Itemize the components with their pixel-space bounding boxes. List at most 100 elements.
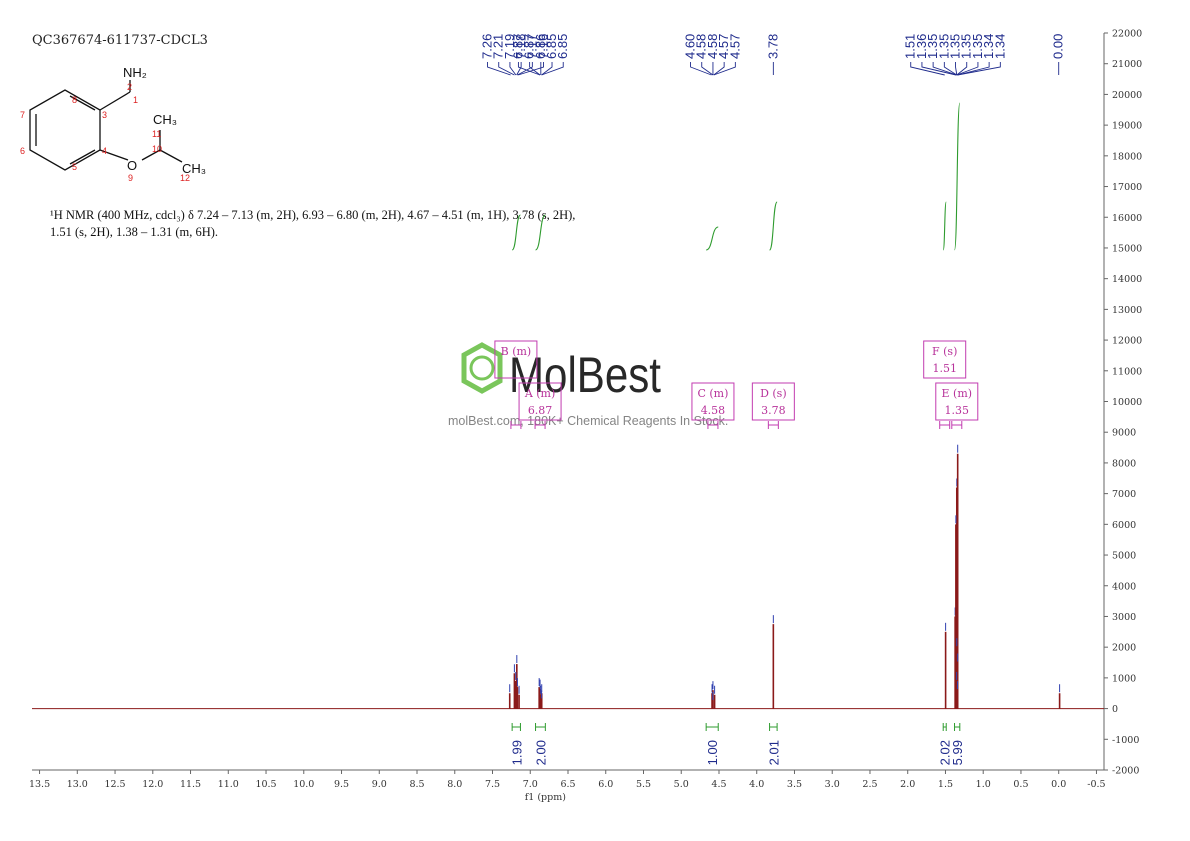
x-tick-label: 1.5 bbox=[938, 779, 953, 790]
x-tick-label: 2.5 bbox=[862, 779, 877, 790]
peak-label-leader bbox=[957, 62, 1001, 76]
multiplet-box bbox=[691, 382, 735, 421]
nmr-description-line-1: ¹H NMR (400 MHz, cdcl₃) δ 7.24 – 7.13 (m… bbox=[50, 208, 576, 222]
spectrum-trace bbox=[32, 444, 1104, 710]
peak-label: 4.57 bbox=[727, 34, 742, 59]
atom-num-2: 2 bbox=[127, 82, 132, 92]
peak-label-leader bbox=[509, 62, 517, 76]
y-tick-label: 2000 bbox=[1112, 643, 1136, 654]
multiplet-box bbox=[494, 340, 538, 379]
peak-label-leader bbox=[529, 62, 541, 76]
peak-label: 1.35 bbox=[970, 34, 985, 59]
watermark-tagline: molBest.com, 180K+ Chemical Reagents In … bbox=[448, 414, 728, 428]
multiplet-boxes: B (m) A (m) 6.87 C (m) 4.58 D (s) 3.78 F (s) 1.5… bbox=[494, 340, 979, 429]
x-tick-label: 6.5 bbox=[560, 779, 575, 790]
nmr-description: ¹H NMR (400 MHz, cdcl₃) δ 7.24 – 7.13 (m… bbox=[50, 207, 650, 241]
x-tick-label: 5.5 bbox=[636, 779, 651, 790]
peak-label: 7.21 bbox=[491, 34, 506, 59]
y-tick-label: 22000 bbox=[1112, 29, 1142, 40]
peak-labels: 7.267.217.197.187.177.166.876.876.866.85… bbox=[480, 34, 1066, 76]
integral-curve bbox=[535, 214, 546, 251]
y-tick-label: 18000 bbox=[1112, 151, 1142, 162]
x-tick-label: 12.5 bbox=[104, 779, 125, 790]
x-tick-label: 0.5 bbox=[1013, 779, 1028, 790]
peak-label-leader bbox=[956, 62, 979, 76]
x-tick-label: 3.0 bbox=[825, 779, 840, 790]
integration-value: 1.00 bbox=[705, 740, 720, 765]
peak-label-leader bbox=[517, 62, 541, 76]
x-tick-label: -0.5 bbox=[1087, 779, 1105, 790]
x-tick-label: 3.5 bbox=[787, 779, 802, 790]
y-tick-label: 1000 bbox=[1112, 673, 1136, 684]
y-tick-label: 17000 bbox=[1112, 182, 1142, 193]
y-tick-label: 15000 bbox=[1112, 243, 1142, 254]
y-tick-label: -1000 bbox=[1112, 735, 1139, 746]
peak-label-leader bbox=[541, 62, 564, 76]
atom-o: O bbox=[127, 158, 137, 173]
peak-label: 1.35 bbox=[948, 34, 963, 59]
x-tick-label: 7.5 bbox=[485, 779, 500, 790]
y-tick-label: 20000 bbox=[1112, 90, 1142, 101]
integral-curve bbox=[705, 226, 719, 251]
peak-label-leader bbox=[518, 62, 544, 76]
integration-labels: 1.99 2.00 1.00 2.01 2.025.99 bbox=[509, 740, 965, 765]
peak-label-leader bbox=[713, 62, 736, 76]
x-tick-label: 6.0 bbox=[598, 779, 613, 790]
atom-num-4: 4 bbox=[102, 146, 107, 156]
peak-label-leader bbox=[713, 62, 725, 76]
peak-label: 1.35 bbox=[959, 34, 974, 59]
multiplet-box bbox=[935, 382, 979, 421]
peak-label-leader bbox=[701, 62, 714, 76]
integration-value: 2.02 bbox=[938, 740, 953, 765]
y-tick-label: 16000 bbox=[1112, 213, 1142, 224]
peak-label-leader bbox=[956, 62, 968, 76]
x-tick-label: 4.0 bbox=[749, 779, 764, 790]
atom-num-8: 8 bbox=[72, 95, 77, 105]
y-tick-label: 12000 bbox=[1112, 336, 1142, 347]
atom-ch3-bottom: CH₃ bbox=[182, 161, 206, 176]
bond-o bbox=[99, 149, 129, 161]
y-tick-label: 8000 bbox=[1112, 458, 1136, 469]
y-tick-label: 0 bbox=[1112, 704, 1118, 715]
y-tick-label: 6000 bbox=[1112, 520, 1136, 531]
y-tick-label: 5000 bbox=[1112, 551, 1136, 562]
peak-label: 7.16 bbox=[536, 34, 551, 59]
peak-label-leader bbox=[955, 62, 958, 76]
benzene-ring bbox=[29, 89, 101, 171]
peak-label: 4.58 bbox=[705, 34, 720, 59]
multiplet-box bbox=[751, 382, 795, 421]
peak-label: 7.17 bbox=[524, 34, 539, 59]
peak-label: 4.57 bbox=[716, 34, 731, 59]
multiplet-label: D (s) bbox=[760, 387, 787, 400]
peak-label-leader bbox=[921, 62, 957, 76]
x-tick-label: 9.0 bbox=[372, 779, 387, 790]
peak-label: 1.35 bbox=[925, 34, 940, 59]
multiplet-label: B (m) bbox=[501, 345, 532, 358]
peak-label: 1.34 bbox=[981, 34, 996, 59]
multiplet-shift: 3.78 bbox=[761, 404, 786, 417]
peak-label: 6.85 bbox=[555, 34, 570, 59]
peak-label: 0.00 bbox=[1051, 34, 1066, 59]
chemical-structure: NH₂ O CH₃ CH₃ 1 2 3 4 5 6 7 8 9 10 11 12 bbox=[20, 65, 206, 183]
x-tick-label: 4.5 bbox=[711, 779, 726, 790]
atom-num-9: 9 bbox=[128, 173, 133, 183]
atom-num-12: 12 bbox=[180, 173, 190, 183]
peak-label-leader bbox=[541, 62, 553, 76]
x-axis-label: f1 (ppm) bbox=[525, 792, 566, 803]
multiplet-box bbox=[518, 382, 562, 421]
peak-label: 3.78 bbox=[765, 34, 780, 59]
molbest-logo-icon bbox=[461, 342, 503, 394]
x-tick-label: 7.0 bbox=[523, 779, 538, 790]
x-tick-label: 10.5 bbox=[255, 779, 276, 790]
peak-label: 4.58 bbox=[694, 34, 709, 59]
peak-label-leader bbox=[498, 62, 515, 76]
integration-value: 2.00 bbox=[533, 740, 548, 765]
atom-ch3-top: CH₃ bbox=[153, 112, 177, 127]
integral-curve bbox=[953, 102, 961, 251]
peak-label: 7.26 bbox=[480, 34, 495, 59]
multiplet-label: E (m) bbox=[942, 387, 973, 400]
multiplet-shift: 4.58 bbox=[701, 404, 726, 417]
y-tick-label: 3000 bbox=[1112, 612, 1136, 623]
peak-label-leader bbox=[516, 62, 522, 76]
